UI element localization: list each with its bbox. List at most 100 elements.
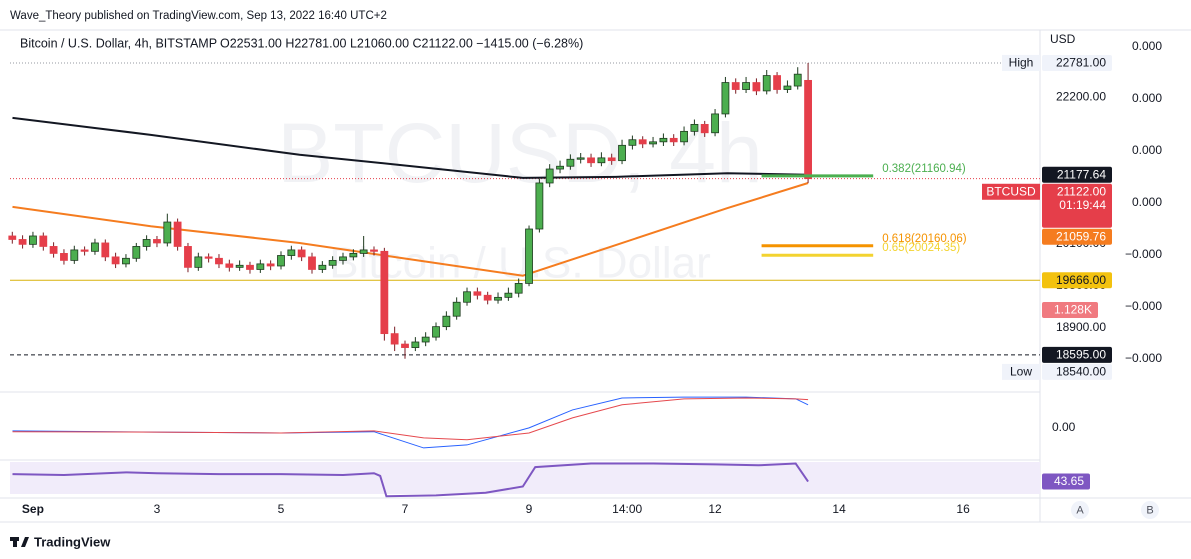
candle-body [380,250,389,335]
candle-body [618,144,626,162]
watermark-sub: Bitcoin / U.S. Dollar [329,239,710,288]
candle-body [246,264,254,270]
candle-body [215,257,223,265]
indicator-scale-label: −0.000 [1125,299,1162,313]
candle-body [421,336,430,343]
candle-body [359,249,368,254]
candle-body [432,326,440,338]
macd-signal [12,397,809,441]
x-tick-label: Sep [22,502,44,516]
scale-button-label[interactable]: B [1146,504,1153,516]
candle-body [638,139,647,145]
rsi-tag [1042,473,1090,490]
moving-average [12,116,809,179]
scale-button[interactable] [1071,501,1089,519]
candle-body [8,235,17,240]
x-tick-label: 16 [956,502,970,516]
candle-body [163,221,172,244]
candle-body [514,283,523,294]
currency: USD [1050,32,1076,46]
candle-body [184,246,192,268]
x-tick-label: 14 [832,502,846,516]
price-tag-caption-box [1002,54,1040,71]
candle-body [711,113,719,134]
candle-body [783,85,792,90]
candle-body [390,333,399,345]
indicator-scale-label: −0.000 [1125,351,1162,365]
price-tag-label: 21122.00 [1057,184,1106,198]
fib-label: 0.618(20160.06) [882,233,967,245]
candle-body [700,123,709,134]
indicator-scale-label: 0.000 [1132,91,1162,105]
candle-body [287,249,296,256]
price-tag-countdown: 01:19:44 [1059,198,1106,212]
candle-body [804,79,812,180]
candle-body [473,291,482,296]
candle-body [680,130,688,143]
indicator-scale-label: 0.000 [1132,195,1162,209]
volume-tag [1042,302,1098,318]
candle-body [370,249,378,252]
candle-body [628,139,637,146]
price-tag-caption-box [982,183,1040,200]
x-tick-label: 7 [402,502,409,516]
candle-body [153,239,161,244]
candle-body [659,137,668,143]
candle-body [731,82,740,90]
x-tick-label: 14:00 [612,502,642,516]
x-tick-label: 5 [278,502,285,516]
price-tag-caption: BTCUSD [986,184,1036,198]
price-tag-caption: High [1009,56,1034,70]
candle-body [649,141,657,145]
candle-body [18,239,27,245]
candle-body [463,291,471,303]
candle-body [576,157,585,160]
watermark: BTCUSD, 4h [277,106,762,200]
candle-body [142,239,151,247]
candle-body [587,157,595,164]
candle-body [690,123,699,132]
candle-body [349,253,358,258]
volume-tag-label: 1.128K [1054,303,1092,317]
candle-body [29,235,37,245]
rsi-band [10,462,1040,494]
candle-body [328,259,337,266]
candle-body [235,264,244,268]
candle-body [504,292,513,298]
price-tag-label: 21059.76 [1056,229,1106,243]
candle-body [308,256,316,270]
logo [10,537,29,547]
candle-body [401,343,409,348]
scale-button-label[interactable]: A [1076,504,1084,516]
price-tag [1042,272,1112,289]
price-tag [1042,54,1112,71]
candle-body [452,301,461,317]
price-tag-label: 18540.00 [1056,365,1106,379]
y-tick-label: 18900.00 [1056,320,1106,334]
indicator-scale-label: 0.000 [1132,143,1162,157]
candle-body [742,82,750,90]
legend-ohlc: O22531.00 H22781.00 L21060.00 C21122.00 … [220,36,583,50]
rsi-tag-label: 43.65 [1054,474,1084,488]
fib-label: 0.382(21160.94) [882,163,966,175]
candle-body [793,73,802,87]
candle-body [566,158,575,167]
candle-body [256,263,265,270]
scale-button[interactable] [1141,501,1159,519]
candle-body [132,246,141,259]
candle-body [297,249,306,258]
candle-body [442,315,451,328]
candle-body [91,242,99,252]
candle-body [535,182,544,230]
candle-body [49,246,58,254]
candle-body [266,263,275,267]
x-tick-label: 3 [154,502,161,516]
price-tag [1042,183,1112,228]
candle-body [194,256,203,268]
candle-body [204,256,213,259]
publisher: Wave_Theory published on TradingView.com… [10,10,387,22]
price-tag-label: 21177.64 [1057,167,1106,181]
candle-body [494,296,502,301]
candle-body [669,137,678,143]
candle-body [483,294,492,301]
